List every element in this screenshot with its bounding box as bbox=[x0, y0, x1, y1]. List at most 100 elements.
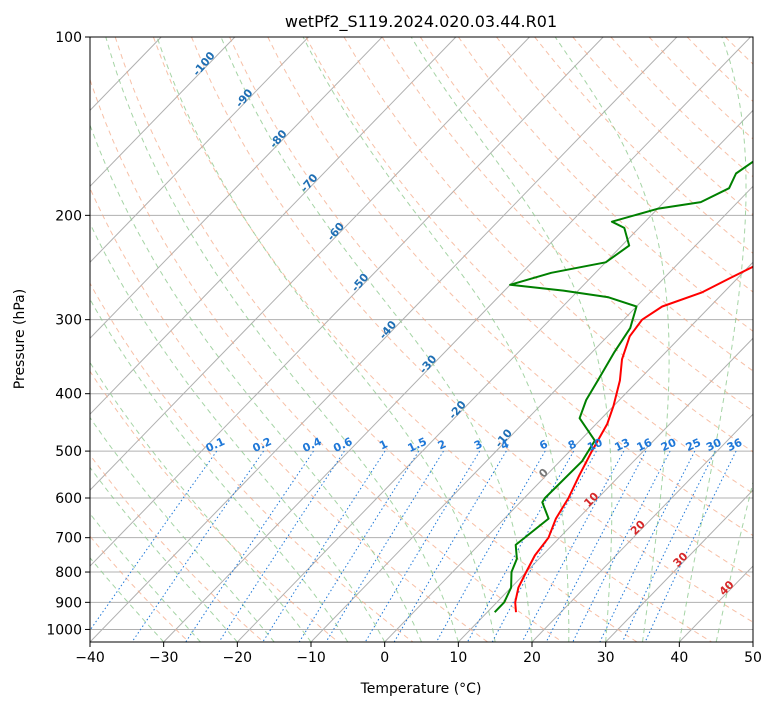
dry-adiabat-label: -80 bbox=[267, 127, 290, 151]
moist-adiabat-line bbox=[90, 298, 349, 642]
x-tick-label: −30 bbox=[149, 650, 179, 666]
moist-adiabat-label: 30 bbox=[671, 549, 691, 569]
dry-adiabat-line bbox=[114, 37, 638, 642]
y-tick-label: 600 bbox=[55, 491, 82, 507]
moist-adiabat-label: 20 bbox=[628, 517, 648, 537]
dry-adiabat-line bbox=[648, 37, 753, 140]
dry-adiabat-label: -70 bbox=[298, 171, 321, 195]
mixing-ratio-line bbox=[491, 450, 597, 642]
mixing-ratio-label: 10 bbox=[585, 436, 605, 454]
moist-adiabat-line bbox=[752, 639, 753, 642]
mixing-ratio-label: 1 bbox=[377, 437, 389, 452]
mixing-ratio-line bbox=[644, 450, 737, 642]
moist-adiabat-line bbox=[678, 37, 747, 642]
dry-adiabat-line bbox=[686, 37, 753, 103]
mixing-ratio-label: 0.2 bbox=[250, 435, 273, 455]
x-tick-label: −40 bbox=[75, 650, 105, 666]
mixing-ratio-line bbox=[131, 450, 265, 642]
moist-adiabat-line bbox=[90, 557, 165, 642]
y-axis-label: Pressure (hPa) bbox=[12, 289, 28, 389]
isotherm-line bbox=[163, 37, 751, 642]
mixing-ratio-label: 8 bbox=[566, 437, 578, 452]
dry-adiabat-line bbox=[229, 37, 753, 579]
mixing-ratio-label: 20 bbox=[659, 436, 679, 454]
moist-adiabat-line bbox=[410, 37, 613, 642]
mixing-ratio-line bbox=[298, 450, 420, 642]
isotherm-line bbox=[90, 37, 604, 567]
isotherm-line bbox=[605, 489, 753, 642]
isotherm-line bbox=[90, 37, 457, 415]
mixing-ratio-line bbox=[364, 450, 481, 642]
y-tick-label: 500 bbox=[55, 444, 82, 460]
isotherm-line bbox=[90, 37, 383, 339]
y-tick-label: 300 bbox=[55, 313, 82, 329]
mixing-ratio-label: 2 bbox=[436, 437, 448, 452]
moist-adiabat-line bbox=[715, 480, 753, 642]
dry-adiabat-line bbox=[90, 77, 563, 642]
moist-adiabat-line bbox=[105, 37, 459, 642]
x-tick-label: 0 bbox=[380, 650, 389, 666]
y-tick-label: 900 bbox=[55, 595, 82, 611]
dry-adiabat-label: -60 bbox=[324, 220, 347, 244]
mixing-ratio-label: 1.5 bbox=[406, 435, 429, 455]
mixing-ratio-label: 0.4 bbox=[300, 435, 323, 455]
mixing-ratio-label: 13 bbox=[613, 436, 632, 454]
x-tick-label: 10 bbox=[449, 650, 467, 666]
mixing-ratio-line bbox=[435, 450, 546, 642]
dry-adiabat-line bbox=[90, 535, 190, 642]
isotherm-line bbox=[90, 37, 236, 188]
y-tick-label: 700 bbox=[55, 531, 82, 547]
moist-adiabat-line bbox=[156, 37, 496, 642]
dry-adiabat-line bbox=[457, 37, 753, 332]
dry-adiabat-line bbox=[496, 37, 753, 293]
isotherm-line bbox=[90, 37, 678, 642]
x-tick-label: −20 bbox=[223, 650, 253, 666]
moist-adiabat-line bbox=[302, 37, 570, 642]
mixing-ratio-line bbox=[545, 450, 647, 642]
dry-adiabat-line bbox=[267, 37, 753, 537]
moist-adiabat-label: 10 bbox=[581, 490, 601, 510]
mixing-ratio-label: 36 bbox=[725, 436, 745, 454]
isotherm-line bbox=[310, 185, 753, 642]
dry-adiabat-label: -30 bbox=[417, 352, 440, 376]
mixing-ratio-line bbox=[325, 450, 444, 642]
y-tick-label: 400 bbox=[55, 387, 82, 403]
mixing-ratio-line bbox=[572, 450, 671, 642]
mixing-ratio-label: 3 bbox=[472, 437, 484, 452]
isotherm-line bbox=[90, 37, 309, 263]
x-tick-label: 20 bbox=[523, 650, 541, 666]
dewpoint-profile-line bbox=[493, 160, 753, 613]
plot-area bbox=[90, 37, 753, 642]
dry-adiabat-label: -100 bbox=[190, 49, 218, 79]
x-axis-ticks: −40 −30 −20 −10 0 10 20 30 40 50 bbox=[75, 642, 762, 666]
moist-adiabat-line bbox=[90, 512, 201, 642]
y-tick-label: 200 bbox=[55, 208, 82, 224]
dry-adiabat-line bbox=[90, 454, 264, 642]
mixing-ratio-line bbox=[185, 450, 314, 642]
mixing-ratio-line bbox=[218, 450, 345, 642]
dry-adiabat-line bbox=[610, 37, 753, 178]
dry-adiabat-line bbox=[90, 187, 488, 642]
dry-adiabat-line bbox=[419, 37, 753, 372]
mixing-ratio-label: 16 bbox=[635, 436, 655, 454]
x-tick-label: −10 bbox=[296, 650, 326, 666]
mixing-ratio-label: 0.1 bbox=[204, 435, 227, 455]
chart-title: wetPf2_S119.2024.020.03.44.R01 bbox=[285, 12, 557, 32]
dry-adiabat-label: -90 bbox=[233, 86, 256, 110]
moist-adiabat-line bbox=[90, 361, 312, 642]
x-tick-label: 40 bbox=[670, 650, 688, 666]
dry-adiabat-label: -40 bbox=[376, 318, 399, 342]
dry-adiabat-line bbox=[572, 37, 753, 216]
mixing-ratio-label: 0.6 bbox=[331, 435, 354, 455]
dry-adiabat-line bbox=[152, 37, 712, 642]
mixing-ratio-line bbox=[90, 450, 218, 632]
y-tick-label: 1000 bbox=[46, 622, 82, 638]
temperature-profile-line bbox=[514, 265, 753, 613]
plot-frame bbox=[89, 36, 754, 643]
dry-adiabat-label: -50 bbox=[349, 271, 372, 295]
mixing-ratio-line bbox=[467, 450, 575, 642]
moist-adiabat-line bbox=[90, 466, 238, 642]
mixing-ratio-line bbox=[521, 450, 625, 642]
moist-adiabat-line bbox=[90, 416, 275, 642]
